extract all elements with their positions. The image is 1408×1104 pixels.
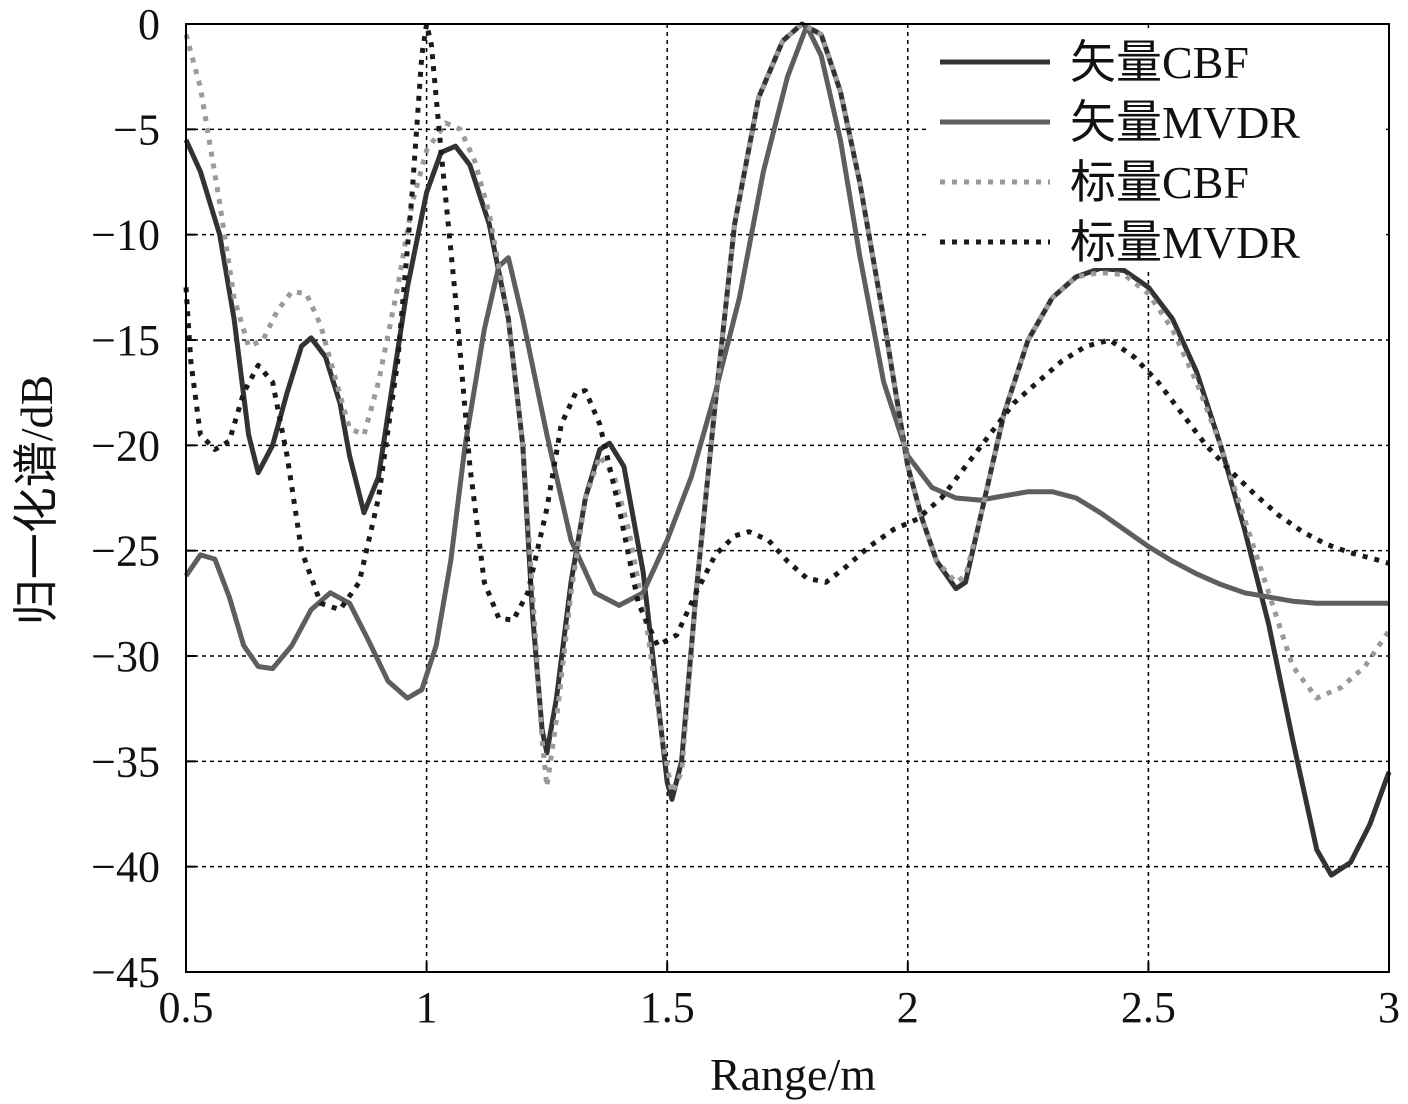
series-line-0 <box>183 21 1392 878</box>
series-line-3 <box>183 21 1390 648</box>
y-tick-label: 0 <box>138 0 160 49</box>
y-tick-label: −25 <box>91 527 160 576</box>
y-tick-label: −5 <box>113 105 160 154</box>
x-tick-label: 2.5 <box>1121 983 1176 1032</box>
x-tick-label: 3 <box>1378 983 1400 1032</box>
legend-label-0: 矢量CBF <box>1070 37 1249 88</box>
ticks-layer: 0.5 1 1.5 2 2.5 3 0 −5 −10 −15 −20 −25 −30 −35 −40 −45 <box>91 0 1400 1032</box>
plot-frame <box>185 23 1390 973</box>
y-tick-label: −10 <box>91 211 160 260</box>
y-tick-label: −35 <box>91 737 160 786</box>
x-tick-label: 1.5 <box>640 983 695 1032</box>
legend-label-1: 矢量MVDR <box>1070 97 1300 148</box>
y-tick-label: −40 <box>91 843 160 892</box>
y-axis-title: 归一化谱/dB <box>11 375 62 625</box>
legend: 矢量CBF 矢量MVDR 标量CBF 标量MVDR <box>926 28 1386 268</box>
y-tick-label: −15 <box>91 316 160 365</box>
legend-label-2: 标量CBF <box>1070 157 1249 208</box>
series-line-2 <box>183 21 1392 796</box>
x-tick-label: 0.5 <box>159 983 214 1032</box>
x-tick-label: 2 <box>897 983 919 1032</box>
legend-background <box>926 28 1386 268</box>
x-axis-title: Range/m <box>710 1049 876 1100</box>
legend-label-3: 标量MVDR <box>1070 217 1300 268</box>
x-tick-label: 1 <box>416 983 438 1032</box>
series-layer <box>183 21 1392 878</box>
y-tick-label: −20 <box>91 421 160 470</box>
y-tick-label: −30 <box>91 632 160 681</box>
y-tick-label: −45 <box>91 948 160 997</box>
